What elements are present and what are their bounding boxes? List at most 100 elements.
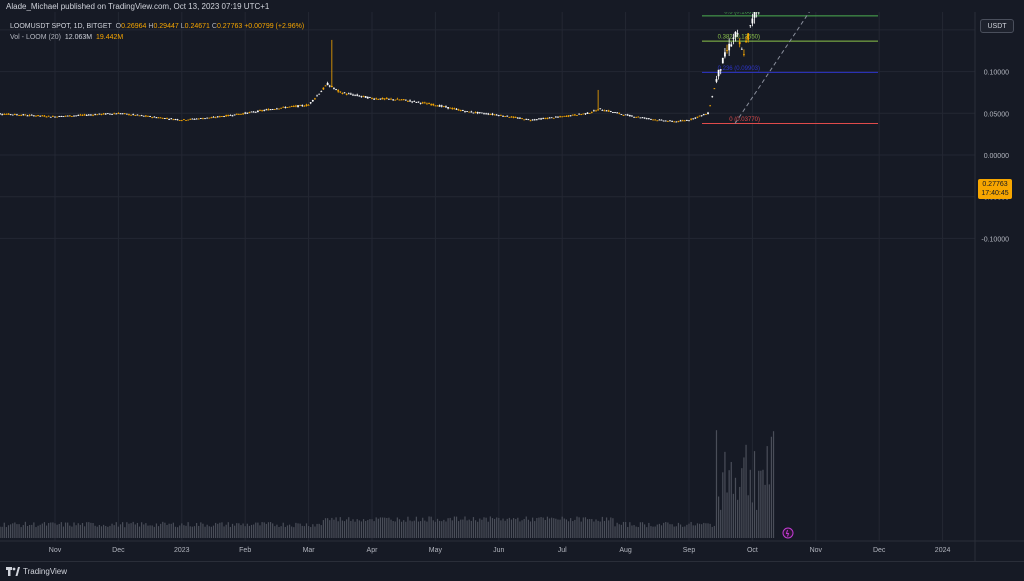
candle-body: [652, 119, 654, 121]
symbol-label[interactable]: LOOMUSDT SPOT, 1D, BITGET: [10, 23, 112, 30]
volume-bar: [113, 525, 115, 538]
volume-bar: [713, 525, 715, 538]
candle-body: [721, 57, 724, 64]
candle-body: [442, 106, 445, 107]
tradingview-logo[interactable]: TradingView: [6, 567, 67, 576]
candle-body: [0, 113, 1, 115]
volume-bar: [737, 499, 739, 538]
volume-bar: [439, 520, 441, 538]
candle-body: [417, 101, 420, 103]
candle-body: [347, 93, 350, 95]
volume-bar: [71, 526, 73, 538]
volume-bar: [703, 522, 705, 538]
candle-body: [98, 113, 101, 115]
candle-body: [396, 98, 399, 100]
candle-body: [71, 116, 73, 117]
volume-bar: [128, 523, 130, 538]
volume-bar: [639, 522, 641, 538]
candle-body: [620, 114, 623, 115]
candle-body: [362, 95, 365, 97]
candle-body: [519, 117, 521, 119]
candle-body: [41, 115, 44, 117]
candle-body: [622, 115, 625, 116]
candle-body: [157, 117, 160, 119]
candle-body: [567, 115, 570, 117]
volume-bar: [434, 521, 436, 538]
volume-bar: [557, 519, 559, 538]
candle-body: [419, 102, 422, 104]
candle-body: [49, 116, 52, 118]
candle-body: [504, 116, 507, 117]
volume-bar: [384, 517, 386, 538]
candle-body: [273, 109, 276, 110]
candle-body: [694, 117, 697, 119]
fib-trend-line[interactable]: [734, 12, 878, 124]
candle-body: [747, 33, 750, 40]
candle-body: [531, 119, 534, 121]
volume-bar: [269, 522, 272, 538]
volume-bar: [261, 522, 263, 538]
candle-body: [631, 115, 633, 117]
volume-bar: [506, 518, 508, 538]
volume-bar: [392, 520, 394, 538]
volume-bar: [671, 524, 673, 538]
candle-body: [85, 115, 88, 116]
volume-bar: [1, 526, 3, 538]
volume-bar: [267, 522, 270, 538]
volume-bar: [436, 518, 439, 538]
volume-bar: [301, 525, 303, 538]
volume-bar: [563, 518, 565, 538]
candle-body: [337, 90, 340, 92]
volume-bar: [764, 484, 766, 538]
volume-bar: [432, 520, 434, 538]
volume-bar: [381, 517, 384, 538]
volume-bar: [726, 492, 728, 538]
volume-bar: [179, 525, 181, 538]
candle-body: [751, 18, 754, 24]
candle-body: [407, 101, 409, 102]
volume-bar: [669, 524, 671, 538]
candle-body: [677, 120, 680, 122]
volume-bar: [73, 522, 75, 538]
candle-body: [688, 120, 690, 122]
candle-body: [561, 116, 564, 118]
candle-body: [64, 115, 67, 117]
candle-body: [542, 118, 545, 120]
candle-body: [535, 119, 538, 121]
candle-body: [212, 116, 215, 118]
candle-body: [286, 107, 289, 109]
candle-body: [142, 115, 145, 117]
volume-bar: [386, 517, 388, 538]
volume-bar: [24, 521, 27, 538]
volume-bar: [403, 520, 405, 538]
volume-bar: [682, 526, 684, 538]
volume-bar: [31, 524, 33, 538]
volume-bar: [48, 523, 50, 538]
candle-body: [597, 109, 600, 111]
candle-body: [183, 119, 185, 121]
candle-body: [3, 114, 6, 115]
volume-bar: [248, 525, 251, 538]
volume-bar: [455, 516, 458, 538]
volume-bar: [122, 522, 124, 538]
volume-bar: [443, 519, 445, 538]
price-chart[interactable]: 0.450000.400000.350000.300000.250000.200…: [0, 12, 1024, 561]
volume-bar: [291, 526, 293, 538]
volume-bar: [705, 523, 707, 538]
candle-body: [366, 96, 369, 99]
currency-button[interactable]: USDT: [980, 19, 1014, 33]
volume-bar: [274, 526, 276, 538]
volume-label[interactable]: Vol - LOOM (20): [10, 34, 61, 41]
candle-body: [603, 110, 606, 112]
candle-body: [324, 85, 327, 87]
volume-bar: [16, 524, 18, 538]
volume-bar: [688, 523, 690, 538]
volume-bar: [242, 523, 244, 538]
candle-body: [233, 114, 236, 116]
x-tick-label: Jun: [493, 547, 504, 554]
volume-bar: [428, 516, 430, 538]
x-tick-label: Oct: [747, 547, 758, 554]
volume-bar: [462, 519, 464, 538]
candle-body: [90, 114, 92, 116]
y-tick-label: 0.05000: [984, 111, 1009, 118]
